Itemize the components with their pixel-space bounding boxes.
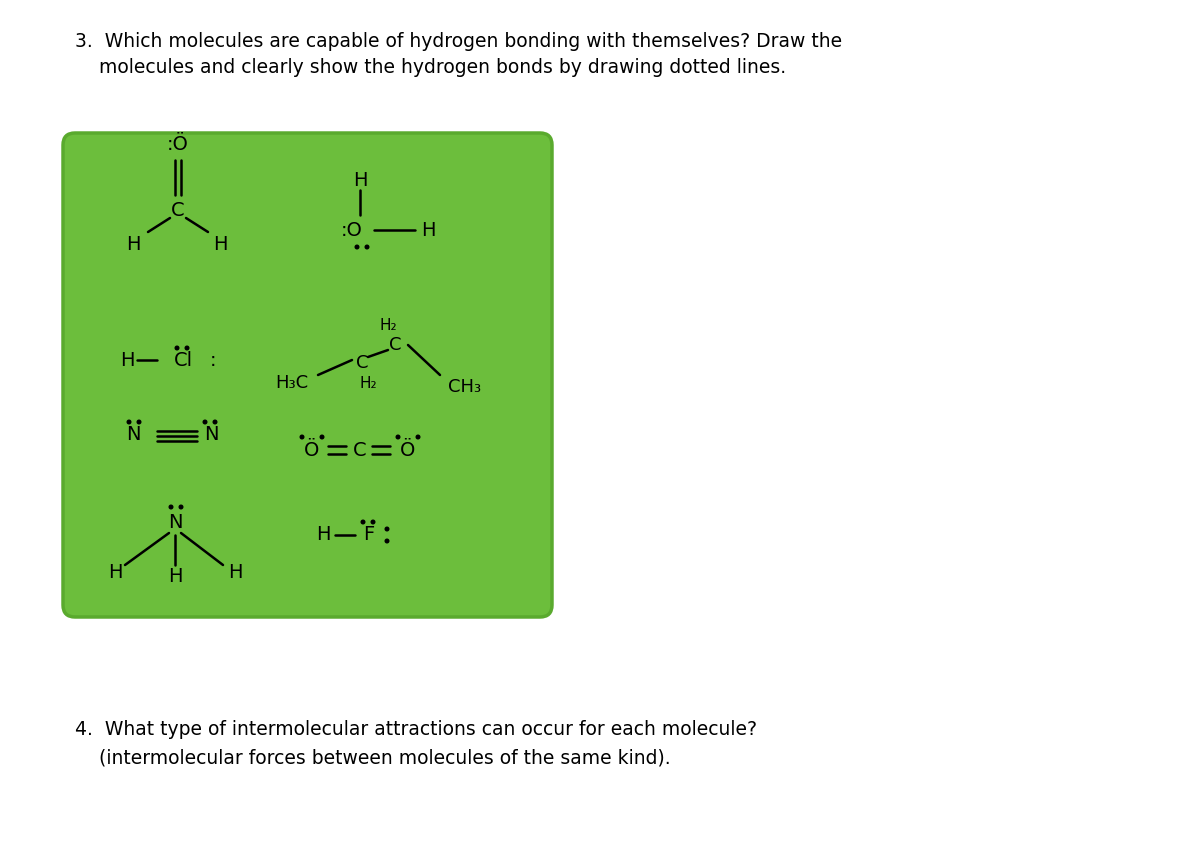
Circle shape	[169, 505, 173, 509]
Text: N: N	[126, 425, 140, 444]
Text: N: N	[168, 513, 182, 532]
Circle shape	[355, 245, 359, 249]
Text: H: H	[316, 526, 330, 545]
Text: H: H	[108, 563, 122, 581]
Circle shape	[300, 436, 304, 439]
Text: N: N	[204, 425, 218, 444]
Text: H: H	[212, 236, 227, 255]
Text: C: C	[353, 441, 367, 460]
Text: H₂: H₂	[379, 318, 397, 333]
Text: H: H	[126, 236, 140, 255]
Text: (intermolecular forces between molecules of the same kind).: (intermolecular forces between molecules…	[74, 748, 671, 767]
Circle shape	[127, 420, 131, 423]
Text: F: F	[364, 526, 374, 545]
Text: C: C	[355, 354, 368, 372]
Circle shape	[396, 436, 400, 439]
Text: Cl: Cl	[174, 351, 192, 370]
Text: :O: :O	[341, 221, 362, 240]
Circle shape	[365, 245, 368, 249]
Text: H: H	[228, 563, 242, 581]
Text: H: H	[168, 567, 182, 586]
Circle shape	[320, 436, 324, 439]
Text: molecules and clearly show the hydrogen bonds by drawing dotted lines.: molecules and clearly show the hydrogen …	[74, 58, 786, 77]
Circle shape	[179, 505, 182, 509]
Circle shape	[371, 520, 374, 524]
Text: Ö: Ö	[401, 441, 415, 460]
Text: 4.  What type of intermolecular attractions can occur for each molecule?: 4. What type of intermolecular attractio…	[74, 720, 757, 739]
Text: C: C	[172, 201, 185, 219]
Text: CH₃: CH₃	[449, 378, 481, 396]
Text: :Ö: :Ö	[167, 135, 188, 154]
Text: H₃C: H₃C	[276, 374, 308, 392]
Text: :: :	[210, 351, 216, 370]
Text: H: H	[353, 171, 367, 190]
Circle shape	[175, 346, 179, 350]
Circle shape	[214, 420, 217, 423]
Circle shape	[361, 520, 365, 524]
Text: 3.  Which molecules are capable of hydrogen bonding with themselves? Draw the: 3. Which molecules are capable of hydrog…	[74, 32, 842, 51]
Text: H: H	[421, 221, 436, 240]
Text: Ö: Ö	[305, 441, 319, 460]
Circle shape	[416, 436, 420, 439]
Circle shape	[385, 527, 389, 531]
Text: C: C	[389, 336, 401, 354]
Circle shape	[137, 420, 140, 423]
Circle shape	[185, 346, 188, 350]
Text: H₂: H₂	[359, 376, 377, 391]
Circle shape	[385, 540, 389, 543]
Circle shape	[203, 420, 206, 423]
FancyBboxPatch shape	[64, 133, 552, 617]
Text: H: H	[120, 351, 134, 370]
